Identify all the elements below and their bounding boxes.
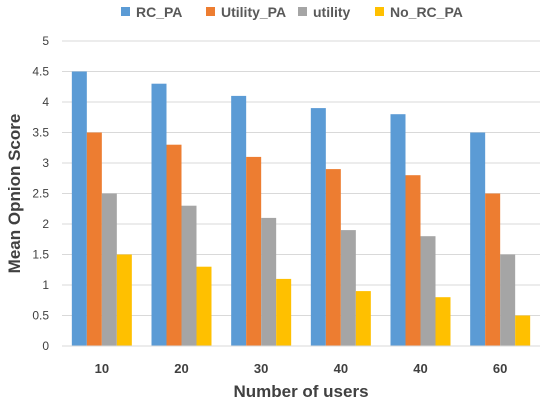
y-tick-label: 2 [42, 217, 49, 231]
x-tick-label: 40 [334, 361, 348, 376]
bar-no-rc-pa-2 [276, 278, 292, 346]
y-tick-label: 4.5 [32, 65, 49, 79]
y-tick-label: 3.5 [32, 126, 49, 140]
legend-swatch-rc-pa [121, 7, 130, 16]
bar-no-rc-pa-5 [515, 315, 531, 346]
gridlines [62, 40, 540, 316]
bar-no-rc-pa-0 [116, 254, 132, 346]
legend-swatch-utility [298, 7, 307, 16]
bar-utility-4 [420, 236, 436, 346]
legend-swatch-utility-pa [206, 7, 215, 16]
y-axis-ticks: 0 0.5 1 1.5 2 2.5 3 3.5 4 4.5 5 [32, 34, 49, 353]
bars [71, 71, 531, 347]
bar-utility-5 [500, 254, 516, 346]
x-axis-ticks: 10 20 30 40 40 60 [95, 361, 508, 376]
bar-rc-pa-1 [151, 83, 167, 346]
y-tick-label: 1 [42, 278, 49, 292]
y-tick-label: 1.5 [32, 248, 49, 262]
legend-swatch-no-rc-pa [375, 7, 384, 16]
legend-label-no-rc-pa: No_RC_PA [390, 4, 463, 20]
bar-utility-2 [261, 217, 277, 346]
bar-utility-1 [181, 205, 197, 346]
bar-rc-pa-3 [310, 108, 326, 346]
y-tick-label: 0 [42, 339, 49, 353]
x-tick-label: 30 [254, 361, 268, 376]
y-axis-title: Mean Opnion Score [5, 114, 24, 274]
bar-rc-pa-2 [231, 95, 247, 347]
x-tick-label: 10 [95, 361, 109, 376]
bar-rc-pa-4 [390, 114, 406, 346]
bar-utility-pa-2 [246, 156, 262, 346]
bar-utility-pa-0 [86, 132, 102, 346]
bar-utility-pa-5 [485, 193, 501, 346]
bar-rc-pa-0 [71, 71, 87, 346]
y-tick-label: 2.5 [32, 187, 49, 201]
x-tick-label: 60 [493, 361, 507, 376]
y-tick-label: 4 [42, 95, 49, 109]
bar-utility-pa-3 [325, 169, 341, 346]
bar-utility-0 [101, 193, 117, 346]
bar-utility-pa-1 [166, 144, 182, 346]
bar-rc-pa-5 [470, 132, 486, 346]
bar-utility-pa-4 [405, 175, 421, 346]
x-axis-title: Number of users [233, 382, 368, 401]
legend-label-utility-pa: Utility_PA [221, 4, 286, 20]
y-tick-label: 5 [42, 34, 49, 48]
legend-label-rc-pa: RC_PA [136, 4, 182, 20]
bar-utility-3 [340, 230, 356, 346]
x-tick-label: 40 [413, 361, 427, 376]
bar-no-rc-pa-4 [435, 297, 451, 346]
legend: RC_PA Utility_PA utility No_RC_PA [121, 4, 463, 20]
bar-no-rc-pa-1 [196, 266, 212, 346]
bar-no-rc-pa-3 [355, 291, 371, 346]
y-tick-label: 3 [42, 156, 49, 170]
y-tick-label: 0.5 [32, 309, 49, 323]
legend-label-utility: utility [313, 4, 351, 20]
x-tick-label: 20 [174, 361, 188, 376]
